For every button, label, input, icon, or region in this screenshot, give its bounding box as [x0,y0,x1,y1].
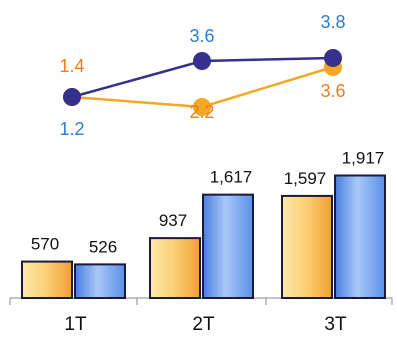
bar-chart-area: 570 526 1T 937 1,617 2T 1,597 1,917 3T [9,148,393,335]
line-point-0-2 [324,49,342,67]
x-tick-label: 3T [324,314,347,333]
x-tick-label: 2T [192,314,215,333]
bar-data-label: 1,917 [342,148,385,167]
bar-0-0 [21,260,73,300]
line-data-label: 1.4 [59,56,84,76]
line-point-0-0 [63,88,81,106]
line-data-label: 3.6 [189,26,214,46]
line-data-label: 1.2 [59,119,84,139]
bar-0-2 [281,194,333,299]
bar-data-label: 526 [89,237,117,256]
bar-data-label: 1,617 [210,168,253,187]
bar-1-2 [334,174,386,299]
bar-1-0 [74,263,126,300]
bar-1-1 [202,193,254,299]
line-chart-area: 1.2 3.6 3.8 2.2 3.6 1.4 [59,12,345,139]
x-tick-label: 1T [64,314,87,333]
bar-data-label: 1,597 [284,169,327,188]
line-point-0-1 [193,52,211,70]
bar-data-label: 937 [159,211,187,230]
bar-data-label: 570 [31,235,59,254]
bar-0-1 [149,237,201,299]
line-data-label: 2.2 [189,102,214,122]
line-data-label: 3.6 [320,81,345,101]
line-data-label: 3.8 [320,12,345,32]
line-point-1-1 [193,98,211,116]
